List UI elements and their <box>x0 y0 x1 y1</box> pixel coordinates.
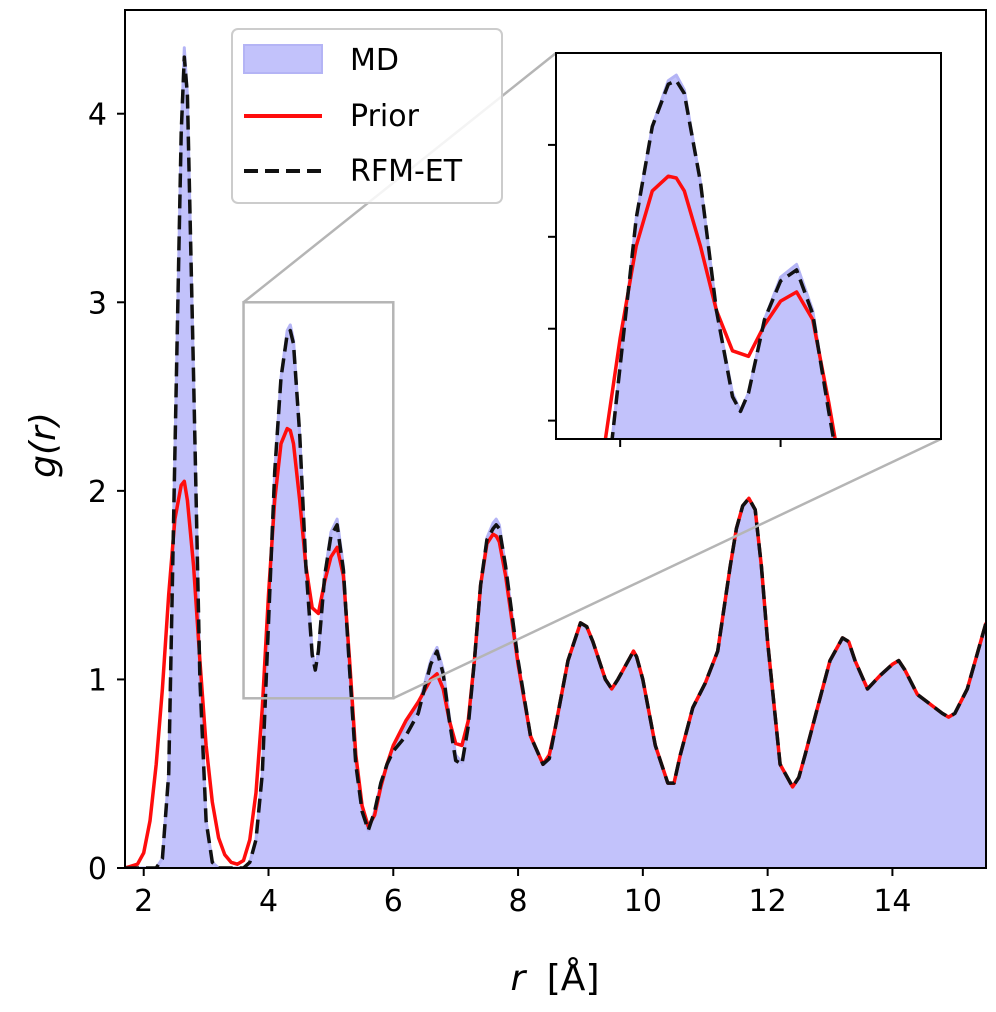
md-area <box>125 47 986 868</box>
x-tick-label: 2 <box>134 884 153 919</box>
inset-plot <box>548 52 942 447</box>
x-tick-label: 4 <box>259 884 278 919</box>
legend-md-label: MD <box>350 43 399 78</box>
main-plot-area <box>125 46 986 868</box>
legend-prior-label: Prior <box>350 99 420 134</box>
y-tick-label: 3 <box>88 286 107 321</box>
x-axis-ticks: 2 4 6 8 10 12 14 <box>134 868 912 919</box>
x-axis-label-unit: [Å] <box>547 956 600 999</box>
y-tick-label: 4 <box>88 98 107 133</box>
x-tick-label: 12 <box>749 884 787 919</box>
x-axis-label-symbol: r <box>511 958 528 999</box>
inset-ticks <box>548 143 782 447</box>
legend-rfm-et-label: RFM-ET <box>350 154 463 189</box>
inset-md-area <box>612 75 834 439</box>
x-tick-label: 10 <box>624 884 662 919</box>
y-axis-label: g(r) <box>23 412 64 478</box>
x-tick-label: 8 <box>509 884 528 919</box>
legend-md-swatch <box>243 44 323 74</box>
y-tick-label: 0 <box>88 852 107 887</box>
y-tick-label: 2 <box>88 475 107 510</box>
x-axis-label: r [Å] <box>511 956 600 999</box>
y-tick-label: 1 <box>88 663 107 698</box>
zoom-connector-bottom <box>392 437 942 700</box>
inset-plot-area <box>603 73 837 439</box>
y-axis-ticks: 0 1 2 3 4 <box>88 98 125 887</box>
x-tick-label: 14 <box>873 884 911 919</box>
zoom-region-box <box>242 301 395 700</box>
rfm-et-line <box>125 55 986 868</box>
x-tick-label: 6 <box>384 884 403 919</box>
legend: MD Prior RFM-ET <box>231 28 503 204</box>
main-axes-frame <box>124 9 987 869</box>
inset-axes-frame <box>555 52 942 440</box>
